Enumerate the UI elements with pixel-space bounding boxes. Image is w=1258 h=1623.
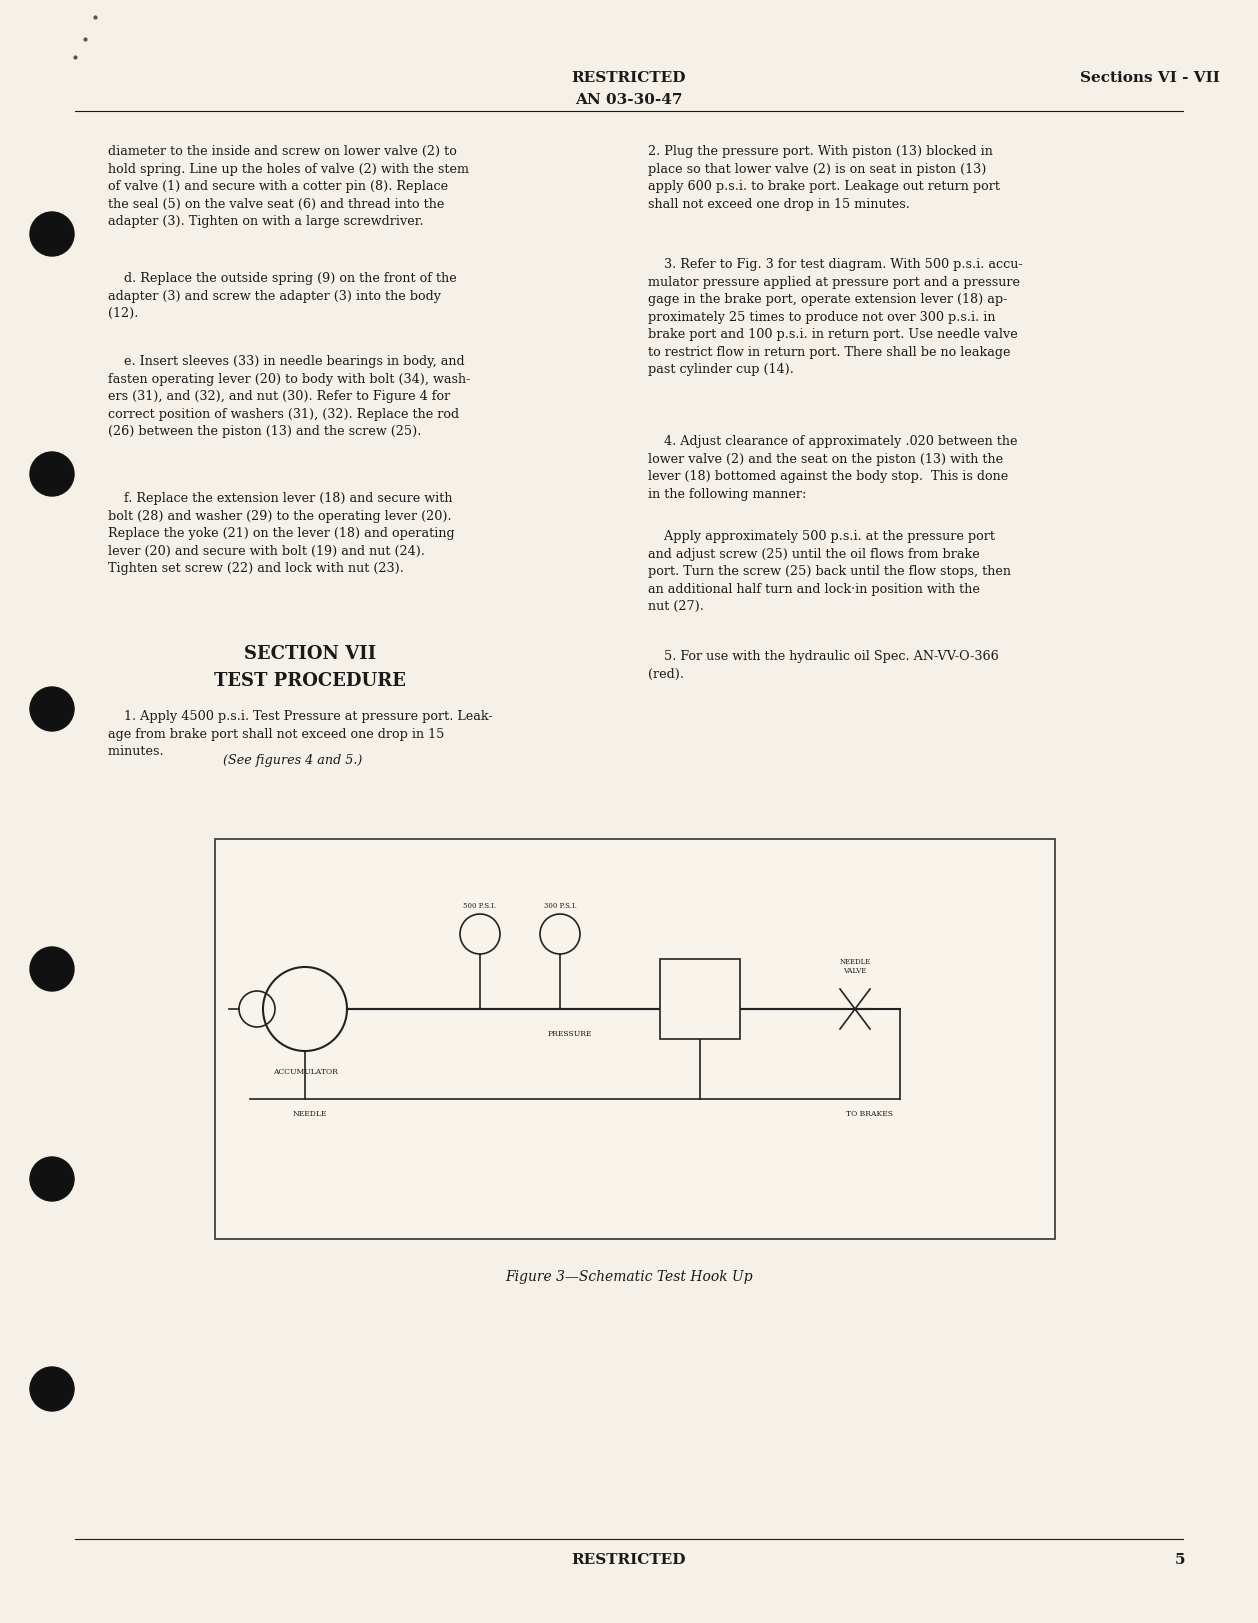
Circle shape — [30, 213, 74, 256]
Text: TO BRAKES: TO BRAKES — [847, 1109, 893, 1117]
Text: 2. Plug the pressure port. With piston (13) blocked in
place so that lower valve: 2. Plug the pressure port. With piston (… — [648, 144, 1000, 211]
Bar — [660, 959, 740, 1039]
Circle shape — [30, 1367, 74, 1410]
Circle shape — [30, 688, 74, 732]
Text: d. Replace the outside spring (9) on the front of the
adapter (3) and screw the : d. Replace the outside spring (9) on the… — [108, 271, 457, 320]
Text: 3. Refer to Fig. 3 for test diagram. With 500 p.s.i. accu-
mulator pressure appl: 3. Refer to Fig. 3 for test diagram. Wit… — [648, 258, 1023, 377]
Text: Sections VI - VII: Sections VI - VII — [1081, 71, 1220, 84]
Text: 300 P.S.I.: 300 P.S.I. — [543, 901, 576, 909]
Text: RESTRICTED: RESTRICTED — [571, 1552, 687, 1566]
Text: 4. Adjust clearance of approximately .020 between the
lower valve (2) and the se: 4. Adjust clearance of approximately .02… — [648, 435, 1018, 500]
Text: 5: 5 — [1175, 1552, 1185, 1566]
Text: AN 03-30-47: AN 03-30-47 — [575, 93, 683, 107]
Text: RESTRICTED: RESTRICTED — [571, 71, 687, 84]
Text: NEEDLE: NEEDLE — [293, 1109, 327, 1117]
Text: 500 P.S.I.: 500 P.S.I. — [463, 901, 497, 909]
Text: ACCUMULATOR: ACCUMULATOR — [273, 1068, 337, 1076]
Text: TEST PROCEDURE: TEST PROCEDURE — [214, 672, 406, 690]
Text: NEEDLE
VALVE: NEEDLE VALVE — [839, 958, 871, 974]
Text: PRESSURE: PRESSURE — [547, 1029, 593, 1037]
Text: Apply approximately 500 p.s.i. at the pressure port
and adjust screw (25) until : Apply approximately 500 p.s.i. at the pr… — [648, 529, 1011, 612]
Text: 5. For use with the hydraulic oil Spec. AN-VV-O-366
(red).: 5. For use with the hydraulic oil Spec. … — [648, 649, 999, 680]
Circle shape — [30, 948, 74, 992]
Text: Figure 3—Schematic Test Hook Up: Figure 3—Schematic Test Hook Up — [506, 1269, 752, 1284]
Circle shape — [30, 453, 74, 497]
Text: f. Replace the extension lever (18) and secure with
bolt (28) and washer (29) to: f. Replace the extension lever (18) and … — [108, 492, 454, 575]
Text: 1. Apply 4500 p.s.i. Test Pressure at pressure port. Leak-
age from brake port s: 1. Apply 4500 p.s.i. Test Pressure at pr… — [108, 709, 493, 758]
Text: SECTION VII: SECTION VII — [244, 644, 376, 662]
Bar — [215, 839, 1055, 1240]
Circle shape — [30, 1157, 74, 1201]
Text: (See figures 4 and 5.): (See figures 4 and 5.) — [223, 753, 362, 766]
Text: diameter to the inside and screw on lower valve (2) to
hold spring. Line up the : diameter to the inside and screw on lowe… — [108, 144, 469, 227]
Text: e. Insert sleeves (33) in needle bearings in body, and
fasten operating lever (2: e. Insert sleeves (33) in needle bearing… — [108, 355, 470, 438]
